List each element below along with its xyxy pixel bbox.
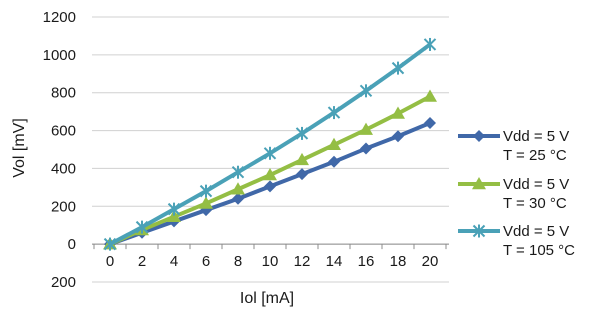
legend-entry-3: Vdd = 5 V T = 105 °C bbox=[458, 223, 575, 259]
data-point bbox=[263, 146, 277, 160]
x-tick-label: 20 bbox=[422, 253, 439, 270]
legend-marker bbox=[473, 130, 485, 142]
x-tick-label: 18 bbox=[390, 253, 407, 270]
data-point bbox=[264, 180, 276, 193]
data-point bbox=[391, 61, 405, 75]
legend-label-line1: Vdd = 5 V bbox=[503, 128, 569, 145]
data-point bbox=[327, 137, 341, 151]
legend-entry-2: Vdd = 5 V T = 30 °C bbox=[458, 176, 569, 212]
y-tick-label: 800 bbox=[51, 85, 76, 102]
legend-label-line2: T = 105 °C bbox=[503, 242, 575, 259]
legend-marker bbox=[472, 177, 486, 190]
data-point bbox=[423, 89, 437, 102]
y-axis-title: Vol [mV] bbox=[11, 118, 28, 178]
y-tick-label: 600 bbox=[51, 123, 76, 140]
x-tick-label: 0 bbox=[106, 253, 114, 270]
x-tick-label: 12 bbox=[294, 253, 311, 270]
x-axis bbox=[92, 243, 449, 250]
legend-marker bbox=[472, 224, 486, 238]
data-point bbox=[263, 168, 277, 181]
x-axis-tick-labels: 0 2 4 6 8 10 12 14 16 18 20 bbox=[106, 253, 439, 270]
data-point bbox=[135, 220, 149, 234]
x-tick-label: 8 bbox=[234, 253, 242, 270]
legend-label-line2: T = 25 °C bbox=[503, 147, 567, 164]
data-point bbox=[359, 122, 373, 135]
x-tick-label: 6 bbox=[202, 253, 210, 270]
y-tick-label: 1200 bbox=[43, 9, 76, 26]
x-tick-label: 16 bbox=[358, 253, 375, 270]
series-1 bbox=[104, 117, 436, 251]
y-tick-label: 200 bbox=[51, 274, 76, 291]
data-point bbox=[199, 184, 213, 198]
data-point bbox=[295, 152, 309, 166]
data-point bbox=[232, 192, 244, 205]
series-2 bbox=[103, 89, 437, 250]
legend-label-line1: Vdd = 5 V bbox=[503, 223, 569, 240]
y-tick-label: 400 bbox=[51, 160, 76, 177]
data-point bbox=[295, 126, 309, 140]
legend-label-line2: T = 30 °C bbox=[503, 195, 567, 212]
x-tick-label: 14 bbox=[326, 253, 343, 270]
data-point bbox=[167, 202, 181, 216]
data-point bbox=[231, 165, 245, 179]
x-axis-title: Iol [mA] bbox=[240, 290, 294, 307]
data-point bbox=[199, 196, 213, 209]
y-tick-label: 0 bbox=[68, 236, 76, 253]
data-point bbox=[423, 37, 437, 51]
y-tick-label: 200 bbox=[51, 198, 76, 215]
data-point bbox=[327, 106, 341, 120]
data-point bbox=[231, 182, 245, 195]
y-tick-label: 1000 bbox=[43, 47, 76, 64]
data-point bbox=[167, 209, 181, 222]
data-point bbox=[391, 106, 405, 119]
data-point bbox=[296, 168, 308, 181]
x-tick-label: 4 bbox=[170, 253, 178, 270]
y-axis-tick-labels: 1200 1000 800 600 400 200 0 200 bbox=[43, 9, 76, 291]
data-point bbox=[424, 117, 436, 129]
series-3 bbox=[103, 37, 437, 251]
series-layer bbox=[103, 37, 437, 251]
data-point bbox=[359, 84, 373, 98]
data-point bbox=[328, 155, 340, 168]
data-point bbox=[360, 142, 372, 155]
data-point bbox=[103, 237, 117, 251]
legend-entry-1: Vdd = 5 V T = 25 °C bbox=[458, 128, 569, 164]
legend-label-line1: Vdd = 5 V bbox=[503, 176, 569, 193]
data-point bbox=[392, 130, 404, 143]
x-tick-label: 10 bbox=[262, 253, 279, 270]
x-tick-label: 2 bbox=[138, 253, 146, 270]
